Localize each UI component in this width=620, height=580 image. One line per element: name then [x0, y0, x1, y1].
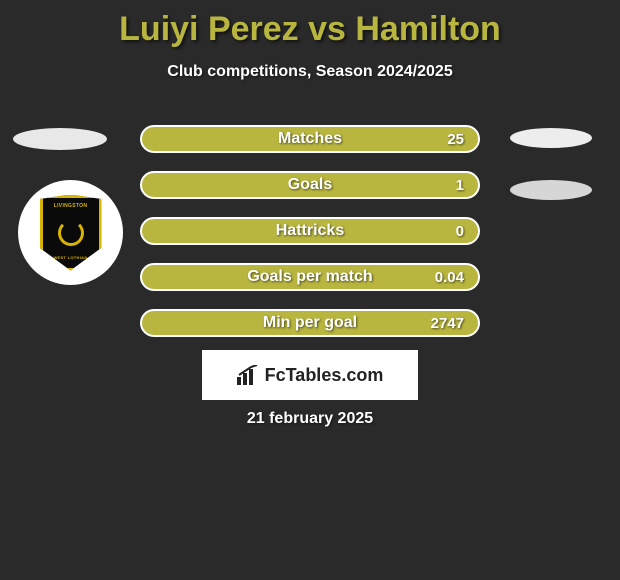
- player-photo-placeholder-right-top: [510, 128, 592, 148]
- stat-label: Goals per match: [247, 268, 372, 286]
- stat-bar: Matches 25: [140, 125, 480, 153]
- brand-badge: FcTables.com: [202, 350, 418, 400]
- brand-text: FcTables.com: [265, 365, 384, 386]
- stat-bar: Goals per match 0.04: [140, 263, 480, 291]
- stat-value: 0.04: [435, 269, 464, 286]
- stat-value: 0: [456, 223, 464, 240]
- stats-bars: Matches 25 Goals 1 Hattricks 0 Goals per…: [140, 125, 480, 355]
- stat-value: 2747: [431, 315, 464, 332]
- stat-bar: Hattricks 0: [140, 217, 480, 245]
- subtitle: Club competitions, Season 2024/2025: [0, 63, 620, 81]
- club-crest: LIVINGSTON WEST LOTHIAN: [18, 180, 123, 285]
- stat-value: 25: [447, 131, 464, 148]
- stat-value: 1: [456, 177, 464, 194]
- shield-icon: LIVINGSTON WEST LOTHIAN: [40, 195, 102, 271]
- bar-chart-icon: [237, 365, 259, 385]
- stat-label: Goals: [288, 176, 332, 194]
- stat-label: Matches: [278, 130, 342, 148]
- date-text: 21 february 2025: [0, 410, 620, 428]
- crest-top-text: LIVINGSTON: [54, 203, 87, 209]
- stat-label: Min per goal: [263, 314, 357, 332]
- player-photo-placeholder-right-bottom: [510, 180, 592, 200]
- horseshoe-icon: [58, 220, 84, 246]
- crest-bottom-text: WEST LOTHIAN: [53, 255, 87, 260]
- page-title: Luiyi Perez vs Hamilton: [0, 0, 620, 49]
- stat-bar: Goals 1: [140, 171, 480, 199]
- stat-bar: Min per goal 2747: [140, 309, 480, 337]
- player-photo-placeholder-left: [13, 128, 107, 150]
- stat-label: Hattricks: [276, 222, 344, 240]
